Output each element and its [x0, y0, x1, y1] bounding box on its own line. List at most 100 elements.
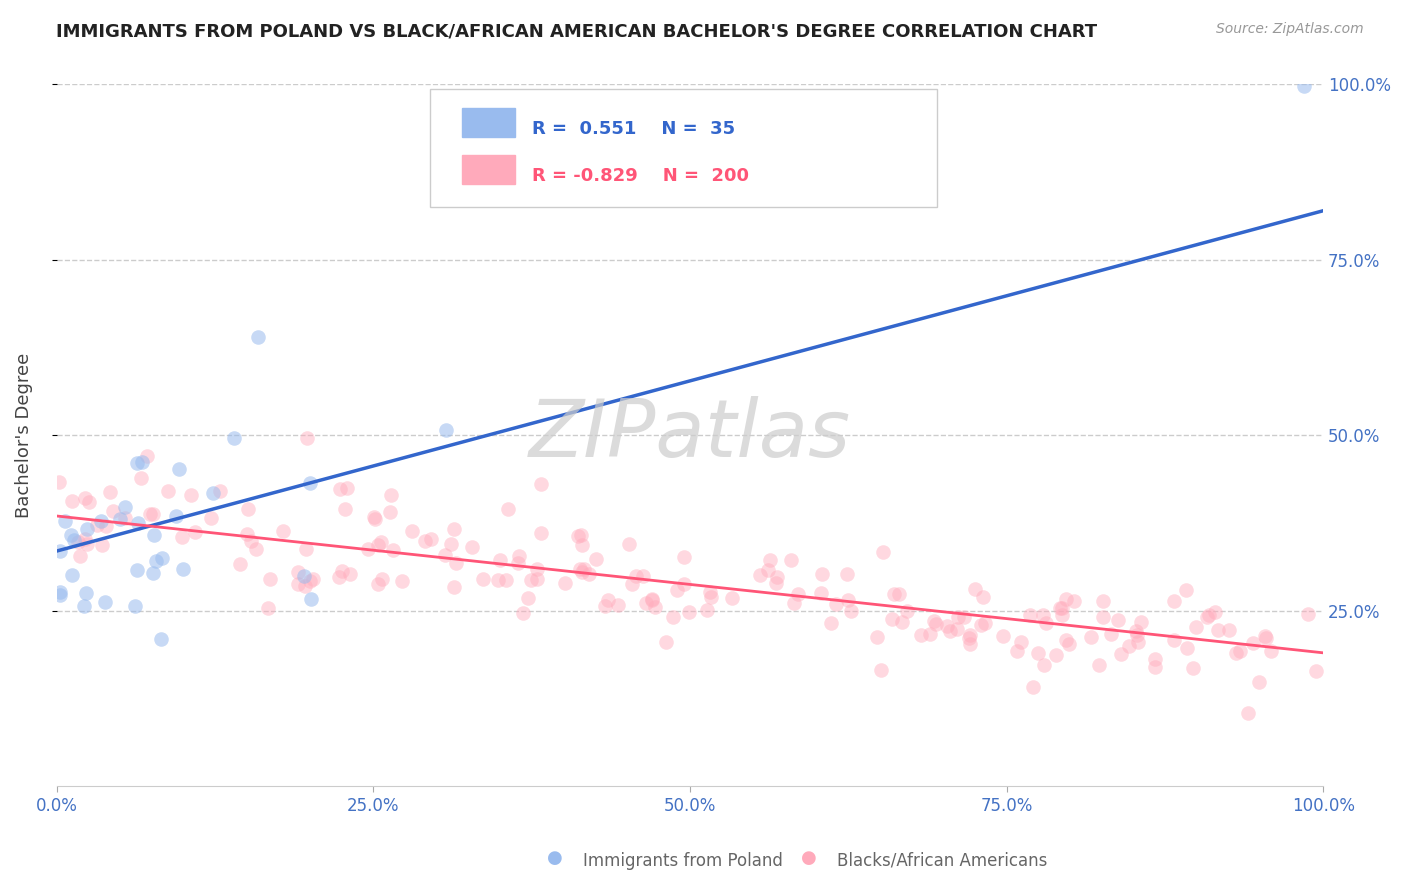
Point [721, 591, 744, 606]
Point [91, 538, 114, 552]
Point [922, 614, 945, 628]
Point [127, 563, 149, 577]
Point [63, 533, 86, 548]
Point [48, 475, 70, 489]
Text: Immigrants from Poland: Immigrants from Poland [583, 852, 783, 870]
Point [835, 567, 858, 582]
Point [292, 569, 315, 583]
Point [287, 577, 309, 591]
Point [571, 565, 593, 579]
Point [328, 482, 350, 496]
Point [1198, 608, 1220, 623]
Point [779, 553, 801, 567]
Point [336, 482, 359, 496]
Point [114, 500, 136, 514]
Point [572, 561, 595, 575]
Point [946, 622, 969, 636]
Point [142, 566, 165, 580]
Point [765, 570, 787, 584]
Point [259, 572, 281, 586]
Point [936, 619, 959, 633]
Point [382, 543, 405, 558]
Point [328, 570, 350, 584]
Point [60, 568, 83, 582]
Point [380, 505, 402, 519]
Point [367, 538, 389, 552]
Point [167, 462, 190, 476]
Point [49, 588, 72, 602]
Point [1163, 593, 1185, 607]
Point [883, 587, 905, 601]
Point [1057, 637, 1080, 651]
Point [357, 542, 380, 557]
Point [758, 553, 780, 567]
Point [172, 562, 194, 576]
Point [131, 455, 153, 469]
Point [145, 554, 167, 568]
Point [748, 568, 770, 582]
Point [891, 615, 914, 629]
Point [699, 584, 721, 599]
Point [530, 526, 553, 541]
Text: R =  0.551    N =  35: R = 0.551 N = 35 [531, 120, 735, 137]
Point [678, 605, 700, 619]
Point [165, 508, 187, 523]
Point [367, 577, 389, 591]
Point [298, 574, 321, 588]
Point [526, 562, 548, 576]
Point [440, 537, 463, 551]
Point [963, 582, 986, 597]
Point [837, 592, 859, 607]
Point [1254, 631, 1277, 645]
Point [90, 514, 112, 528]
Point [673, 577, 696, 591]
Point [1049, 600, 1071, 615]
Point [571, 528, 593, 542]
Point [621, 577, 644, 591]
Point [370, 572, 392, 586]
Point [472, 572, 495, 586]
Point [461, 540, 484, 554]
Point [655, 635, 678, 649]
Point [98, 485, 121, 500]
Point [1218, 623, 1240, 637]
Point [1054, 592, 1077, 607]
Point [1184, 620, 1206, 634]
Point [1118, 639, 1140, 653]
Point [1129, 615, 1152, 629]
Point [420, 533, 443, 547]
Point [72, 599, 94, 613]
Y-axis label: Bachelor's Degree: Bachelor's Degree [15, 352, 32, 518]
Point [433, 548, 456, 562]
Point [666, 583, 689, 598]
Point [245, 542, 267, 557]
Point [640, 593, 662, 607]
Point [1125, 624, 1147, 638]
Point [1294, 78, 1316, 93]
Point [1175, 641, 1198, 656]
Point [236, 502, 259, 516]
Point [1206, 623, 1229, 637]
Point [596, 592, 619, 607]
Point [661, 610, 683, 624]
Point [1052, 608, 1074, 623]
Point [240, 534, 263, 549]
Point [129, 471, 152, 485]
Point [1088, 658, 1111, 673]
Point [114, 511, 136, 525]
Point [696, 603, 718, 617]
Point [1026, 646, 1049, 660]
Point [959, 637, 981, 651]
Point [49, 543, 72, 558]
Point [228, 558, 250, 572]
Point [1225, 647, 1247, 661]
Point [953, 610, 976, 624]
Point [787, 587, 810, 601]
Point [1091, 594, 1114, 608]
Point [870, 663, 893, 677]
Point [508, 549, 530, 563]
Point [150, 632, 173, 647]
Point [209, 483, 232, 498]
Point [554, 575, 576, 590]
Point [520, 573, 543, 587]
